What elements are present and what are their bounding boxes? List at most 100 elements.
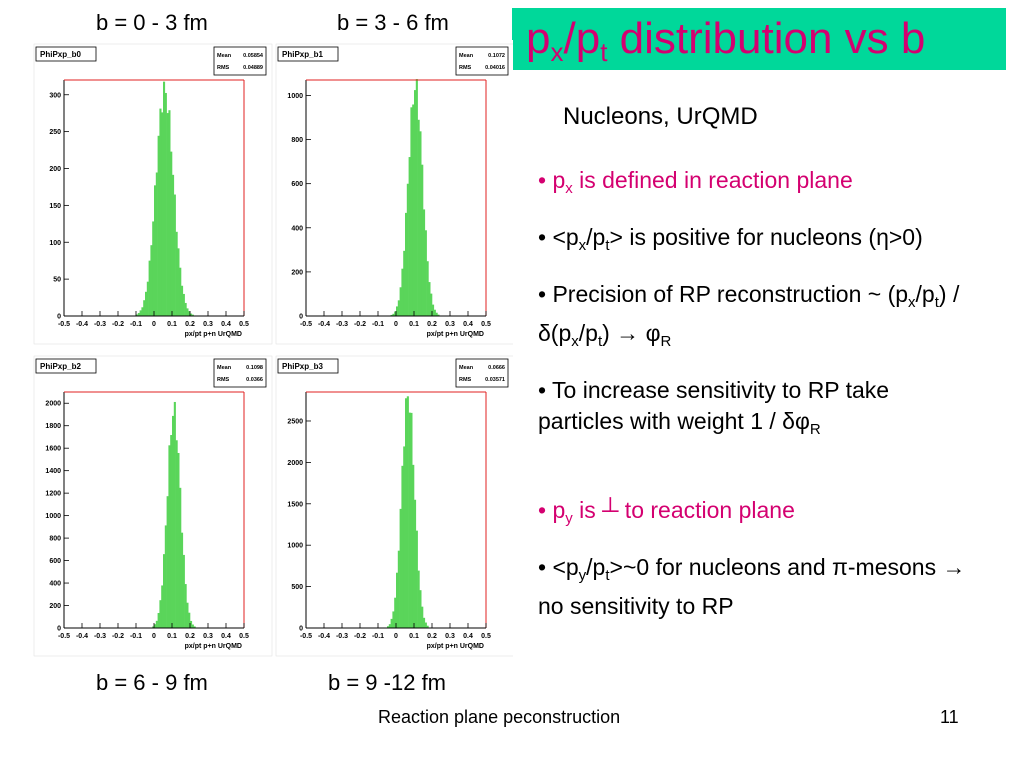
histogram-bin (168, 445, 171, 628)
y-tick-label: 1000 (45, 513, 61, 520)
histogram-bin (424, 230, 427, 316)
x-tick-label: -0.2 (354, 633, 366, 640)
stats-box (213, 358, 267, 388)
bullet-item: • py is ┴ to reaction plane (538, 497, 795, 527)
y-tick-label: 400 (49, 581, 61, 588)
y-tick-label: 50 (53, 277, 61, 284)
histogram-bin (401, 268, 404, 316)
x-tick-label: 0.1 (167, 321, 177, 328)
histogram-bin (401, 465, 404, 628)
x-tick-label: -0.5 (300, 633, 312, 640)
x-tick-label: 0.5 (239, 321, 249, 328)
histogram-bin (152, 626, 155, 628)
histogram-bin (410, 412, 413, 628)
subtitle: Nucleons, UrQMD (563, 103, 758, 130)
bullet-item: • <px/pt> is positive for nucleons (η>0) (538, 224, 923, 254)
histogram-bin (412, 464, 415, 628)
histogram-bin (424, 622, 427, 628)
y-tick-label: 600 (291, 181, 303, 188)
histogram-bin (190, 313, 193, 316)
histogram-bin (415, 530, 418, 628)
x-axis-label: px/pt p+n UrQMD (427, 331, 484, 338)
histogram-name-box (277, 358, 339, 374)
histogram-bin (159, 108, 162, 316)
stats-box (455, 46, 509, 76)
histogram-bin (191, 314, 194, 316)
histogram-bin (408, 412, 411, 628)
histogram-bin (143, 300, 146, 316)
bullet-item: • px is defined in reaction plane (538, 167, 853, 197)
histogram-bin (430, 293, 433, 316)
histogram-bin (175, 440, 178, 628)
y-tick-label: 0 (57, 626, 61, 633)
b-label-bottom-right: b = 9 -12 fm (328, 670, 447, 695)
x-tick-label: 0 (394, 321, 398, 328)
histogram-bin (172, 415, 175, 628)
x-tick-label: -0.4 (76, 321, 88, 328)
histogram-bin (396, 306, 399, 316)
histogram-bin (394, 597, 397, 628)
x-tick-label: 0 (152, 321, 156, 328)
x-tick-label: -0.3 (336, 633, 348, 640)
stats-rms-label: RMS (217, 377, 230, 383)
histogram-bin (155, 172, 158, 316)
x-tick-label: 0 (394, 633, 398, 640)
y-tick-label: 200 (49, 166, 61, 173)
histogram-bin (388, 624, 391, 628)
histogram-bin (412, 104, 415, 316)
page-number: 11 (940, 707, 959, 727)
x-tick-label: -0.3 (94, 321, 106, 328)
stats-mean-value: 0.05854 (243, 53, 264, 59)
histogram-bin (406, 396, 409, 628)
histogram-bin (182, 293, 185, 316)
footer-text: Reaction plane peconstruction (378, 707, 621, 727)
histogram-name: PhiPxp_b3 (282, 362, 323, 371)
histogram-bin (168, 110, 171, 316)
histogram-bin (387, 626, 390, 628)
histogram-bin (426, 625, 429, 628)
y-tick-label: 1000 (287, 93, 303, 100)
x-tick-label: 0.5 (239, 633, 249, 640)
histogram-bin (175, 231, 178, 316)
stats-mean-value: 0.1098 (246, 365, 263, 371)
histogram-bin (403, 250, 406, 316)
histogram-bin (433, 309, 436, 316)
y-tick-label: 1200 (45, 491, 61, 498)
b-label-bottom-left: b = 6 - 9 fm (96, 670, 208, 695)
y-tick-label: 1000 (287, 543, 303, 550)
stats-mean-label: Mean (459, 53, 474, 59)
y-tick-label: 150 (49, 203, 61, 210)
histogram-bin (396, 572, 399, 628)
y-tick-label: 2500 (287, 418, 303, 425)
histogram-bin (390, 618, 393, 628)
histogram-bin (419, 590, 422, 628)
stats-rms-value: 0.04889 (243, 65, 263, 71)
histogram-bin (414, 499, 417, 628)
histogram-bin (421, 606, 424, 628)
y-tick-label: 0 (57, 314, 61, 321)
x-tick-label: -0.3 (94, 633, 106, 640)
histogram-PhiPxp_b1: PhiPxp_b1 Mean 0.1072 RMS 0.04016 0 200 400 600 8… (275, 43, 515, 345)
x-tick-label: -0.3 (336, 321, 348, 328)
x-tick-label: 0.3 (203, 321, 213, 328)
histogram-name: PhiPxp_b2 (40, 362, 81, 371)
y-tick-label: 0 (299, 314, 303, 321)
x-tick-label: 0.4 (463, 633, 473, 640)
histogram-bin (419, 131, 422, 316)
y-tick-label: 200 (49, 603, 61, 610)
y-tick-label: 2000 (287, 460, 303, 467)
histogram-bin (154, 185, 157, 316)
histogram-bin (152, 221, 155, 316)
histogram-bin (428, 282, 431, 316)
histogram-panel: PhiPxp_b0 Mean 0.05854 RMS 0.04889 0 50 100 150 2… (30, 40, 515, 664)
x-axis-label: px/pt p+n UrQMD (185, 331, 242, 338)
histogram-bin (179, 267, 182, 316)
histogram-bin (186, 308, 189, 316)
histogram-bin (163, 554, 166, 628)
histogram-bin (136, 314, 139, 316)
histogram-bin (170, 151, 173, 316)
x-tick-label: 0.2 (185, 633, 195, 640)
histogram-bin (191, 624, 194, 628)
histogram-bin (415, 79, 418, 316)
x-tick-label: 0.1 (409, 321, 419, 328)
